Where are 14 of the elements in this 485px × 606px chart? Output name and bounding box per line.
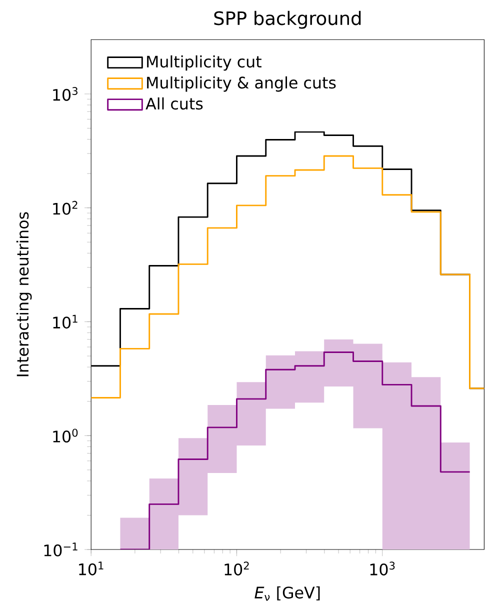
legend-label: Multiplicity & angle cuts	[147, 76, 336, 92]
y-tick-label: 10$^{3}$	[53, 87, 78, 101]
x-tick-label: 10$^{2}$	[224, 562, 249, 576]
legend-label: All cuts	[146, 97, 203, 110]
x-axis-title: E$_{ν}$ [GeV]	[254, 586, 320, 601]
y-tick-label: 10$^{1}$	[53, 314, 78, 329]
y-tick-label: 10$^{−1}$	[44, 542, 78, 556]
x-tick-label: 10$^{3}$	[370, 562, 395, 576]
y-axis-title: Interacting neutrinos	[16, 212, 32, 376]
legend-label: Multiplicity cut	[147, 55, 262, 71]
y-tick-label: 10$^{2}$	[53, 200, 78, 215]
chart-title: SPP background	[214, 10, 361, 29]
x-tick-label: 10$^{1}$	[78, 562, 104, 576]
y-tick-label: 10$^{0}$	[53, 428, 78, 443]
